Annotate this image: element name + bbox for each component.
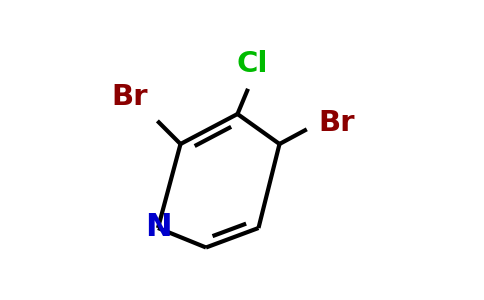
- Text: N: N: [145, 212, 171, 244]
- Text: Br: Br: [318, 109, 355, 137]
- Text: Cl: Cl: [237, 50, 268, 78]
- Text: Br: Br: [111, 83, 148, 111]
